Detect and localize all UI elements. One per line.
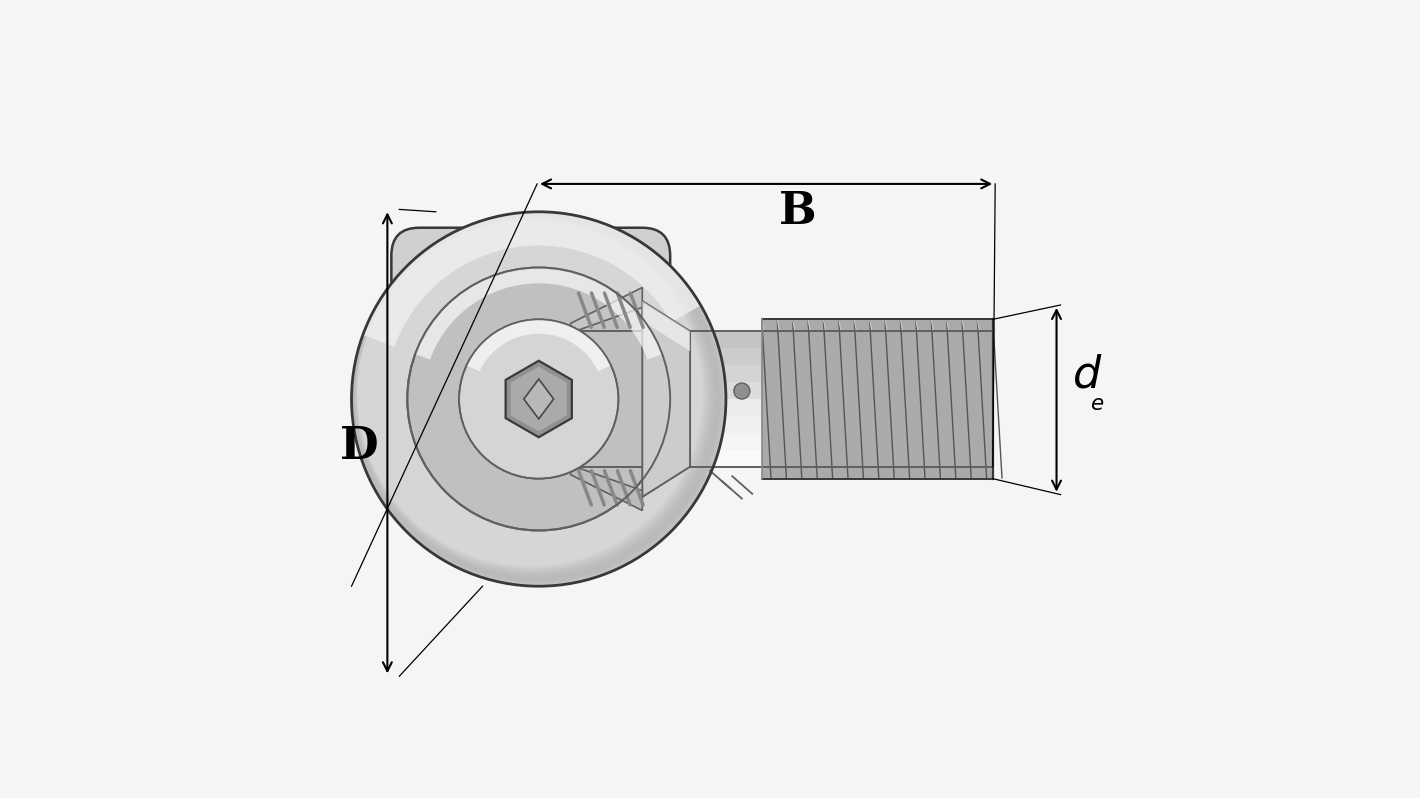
Circle shape <box>356 219 707 570</box>
Circle shape <box>354 216 716 578</box>
Text: D: D <box>341 425 379 468</box>
Circle shape <box>352 212 724 585</box>
Polygon shape <box>571 465 642 511</box>
Wedge shape <box>364 211 701 346</box>
Bar <box>551 433 993 450</box>
Bar <box>551 331 993 467</box>
Circle shape <box>459 319 618 479</box>
Polygon shape <box>642 301 690 497</box>
Polygon shape <box>571 287 642 333</box>
Circle shape <box>352 213 723 584</box>
Bar <box>761 319 993 479</box>
Bar <box>551 331 993 348</box>
Circle shape <box>356 219 710 572</box>
Circle shape <box>356 219 709 571</box>
Circle shape <box>354 215 720 581</box>
Bar <box>551 348 993 365</box>
Circle shape <box>355 216 714 576</box>
FancyBboxPatch shape <box>392 227 670 523</box>
Circle shape <box>355 217 713 575</box>
Bar <box>551 450 993 467</box>
Circle shape <box>408 267 670 531</box>
Circle shape <box>356 220 706 569</box>
Text: $d$: $d$ <box>1072 354 1103 397</box>
Bar <box>551 382 993 399</box>
Circle shape <box>734 383 750 399</box>
Bar <box>551 416 993 433</box>
Polygon shape <box>506 361 572 437</box>
Circle shape <box>352 211 726 587</box>
Wedge shape <box>415 267 662 359</box>
Circle shape <box>354 215 717 579</box>
Polygon shape <box>524 379 554 419</box>
Circle shape <box>356 220 704 568</box>
Wedge shape <box>467 319 611 371</box>
Circle shape <box>352 211 726 587</box>
Circle shape <box>358 222 701 566</box>
Polygon shape <box>642 301 690 351</box>
Circle shape <box>355 218 711 575</box>
Text: B: B <box>778 190 816 233</box>
Circle shape <box>355 218 711 573</box>
Bar <box>551 365 993 382</box>
Circle shape <box>352 213 723 583</box>
Circle shape <box>354 215 719 579</box>
Circle shape <box>358 221 703 567</box>
Polygon shape <box>511 366 567 432</box>
FancyBboxPatch shape <box>408 355 655 507</box>
Bar <box>551 399 993 416</box>
Text: $_e$: $_e$ <box>1091 382 1105 413</box>
Circle shape <box>352 214 721 582</box>
